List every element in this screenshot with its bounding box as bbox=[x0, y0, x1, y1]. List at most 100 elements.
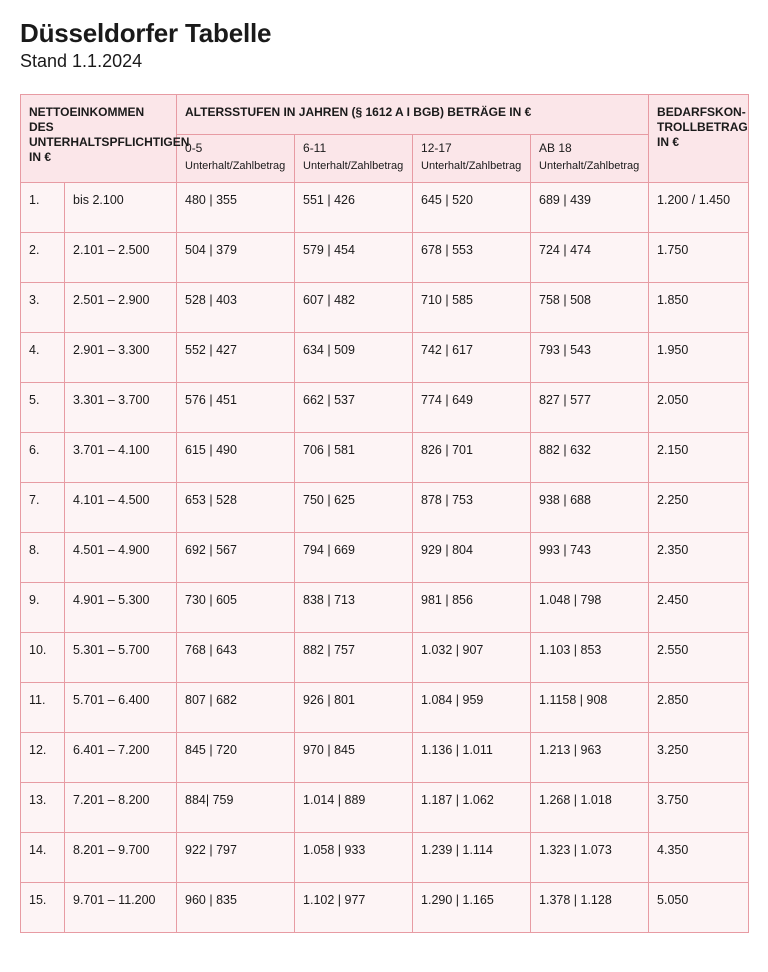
table-row: 2.2.101 – 2.500504 | 379579 | 454678 | 5… bbox=[21, 232, 749, 282]
cell-n: 14. bbox=[21, 832, 65, 882]
cell-b: 706 | 581 bbox=[295, 432, 413, 482]
cell-n: 13. bbox=[21, 782, 65, 832]
cell-c: 1.032 | 907 bbox=[413, 632, 531, 682]
table-row: 12.6.401 – 7.200845 | 720970 | 8451.136 … bbox=[21, 732, 749, 782]
table-body: 1.bis 2.100480 | 355551 | 426645 | 52068… bbox=[21, 182, 749, 932]
cell-n: 11. bbox=[21, 682, 65, 732]
table-row: 3.2.501 – 2.900528 | 403607 | 482710 | 5… bbox=[21, 282, 749, 332]
cell-b: 634 | 509 bbox=[295, 332, 413, 382]
table-row: 1.bis 2.100480 | 355551 | 426645 | 52068… bbox=[21, 182, 749, 232]
table-row: 6.3.701 – 4.100615 | 490706 | 581826 | 7… bbox=[21, 432, 749, 482]
cell-d: 1.268 | 1.018 bbox=[531, 782, 649, 832]
header-age-18plus: AB 18 Unterhalt/Zahlbetrag bbox=[531, 135, 649, 183]
table-row: 11.5.701 – 6.400807 | 682926 | 8011.084 … bbox=[21, 682, 749, 732]
cell-ctrl: 2.050 bbox=[649, 382, 749, 432]
cell-c: 1.187 | 1.062 bbox=[413, 782, 531, 832]
cell-a: 504 | 379 bbox=[177, 232, 295, 282]
cell-c: 774 | 649 bbox=[413, 382, 531, 432]
cell-a: 576 | 451 bbox=[177, 382, 295, 432]
cell-income: 9.701 – 11.200 bbox=[65, 882, 177, 932]
cell-b: 970 | 845 bbox=[295, 732, 413, 782]
cell-d: 882 | 632 bbox=[531, 432, 649, 482]
cell-d: 758 | 508 bbox=[531, 282, 649, 332]
cell-a: 692 | 567 bbox=[177, 532, 295, 582]
cell-c: 878 | 753 bbox=[413, 482, 531, 532]
cell-b: 750 | 625 bbox=[295, 482, 413, 532]
cell-a: 653 | 528 bbox=[177, 482, 295, 532]
cell-n: 5. bbox=[21, 382, 65, 432]
cell-b: 1.102 | 977 bbox=[295, 882, 413, 932]
cell-a: 768 | 643 bbox=[177, 632, 295, 682]
cell-ctrl: 2.850 bbox=[649, 682, 749, 732]
cell-ctrl: 2.450 bbox=[649, 582, 749, 632]
cell-income: 8.201 – 9.700 bbox=[65, 832, 177, 882]
cell-a: 845 | 720 bbox=[177, 732, 295, 782]
cell-income: 2.901 – 3.300 bbox=[65, 332, 177, 382]
cell-b: 1.058 | 933 bbox=[295, 832, 413, 882]
cell-n: 3. bbox=[21, 282, 65, 332]
cell-income: 3.701 – 4.100 bbox=[65, 432, 177, 482]
cell-b: 926 | 801 bbox=[295, 682, 413, 732]
cell-n: 12. bbox=[21, 732, 65, 782]
cell-b: 794 | 669 bbox=[295, 532, 413, 582]
table-row: 7.4.101 – 4.500653 | 528750 | 625878 | 7… bbox=[21, 482, 749, 532]
cell-ctrl: 1.850 bbox=[649, 282, 749, 332]
cell-a: 730 | 605 bbox=[177, 582, 295, 632]
cell-a: 807 | 682 bbox=[177, 682, 295, 732]
table-row: 4.2.901 – 3.300552 | 427634 | 509742 | 6… bbox=[21, 332, 749, 382]
cell-ctrl: 2.250 bbox=[649, 482, 749, 532]
cell-ctrl: 3.750 bbox=[649, 782, 749, 832]
cell-d: 1.213 | 963 bbox=[531, 732, 649, 782]
cell-d: 724 | 474 bbox=[531, 232, 649, 282]
header-control: BEDARFSKON-TROLLBETRAG IN € bbox=[649, 95, 749, 183]
cell-income: 4.901 – 5.300 bbox=[65, 582, 177, 632]
header-income: NETTOEINKOMMEN DES UNTERHALTSPFLICHTIGEN… bbox=[21, 95, 177, 183]
header-age-12-17: 12-17 Unterhalt/Zahlbetrag bbox=[413, 135, 531, 183]
cell-income: bis 2.100 bbox=[65, 182, 177, 232]
cell-a: 528 | 403 bbox=[177, 282, 295, 332]
cell-n: 9. bbox=[21, 582, 65, 632]
table-row: 10.5.301 – 5.700768 | 643882 | 7571.032 … bbox=[21, 632, 749, 682]
cell-d: 1.378 | 1.128 bbox=[531, 882, 649, 932]
cell-income: 3.301 – 3.700 bbox=[65, 382, 177, 432]
cell-c: 1.084 | 959 bbox=[413, 682, 531, 732]
cell-c: 929 | 804 bbox=[413, 532, 531, 582]
page-title: Düsseldorfer Tabelle bbox=[20, 18, 748, 49]
cell-ctrl: 2.350 bbox=[649, 532, 749, 582]
cell-ctrl: 1.200 / 1.450 bbox=[649, 182, 749, 232]
cell-a: 960 | 835 bbox=[177, 882, 295, 932]
cell-c: 826 | 701 bbox=[413, 432, 531, 482]
cell-ctrl: 2.550 bbox=[649, 632, 749, 682]
cell-income: 7.201 – 8.200 bbox=[65, 782, 177, 832]
header-agelevels: ALTERSSTUFEN IN JAHREN (§ 1612 A I BGB) … bbox=[177, 95, 649, 135]
cell-ctrl: 4.350 bbox=[649, 832, 749, 882]
cell-income: 4.101 – 4.500 bbox=[65, 482, 177, 532]
cell-ctrl: 5.050 bbox=[649, 882, 749, 932]
cell-income: 6.401 – 7.200 bbox=[65, 732, 177, 782]
cell-c: 1.136 | 1.011 bbox=[413, 732, 531, 782]
cell-d: 1.103 | 853 bbox=[531, 632, 649, 682]
duesseldorf-table: NETTOEINKOMMEN DES UNTERHALTSPFLICHTIGEN… bbox=[20, 94, 749, 933]
cell-ctrl: 1.750 bbox=[649, 232, 749, 282]
cell-c: 981 | 856 bbox=[413, 582, 531, 632]
cell-d: 689 | 439 bbox=[531, 182, 649, 232]
cell-ctrl: 1.950 bbox=[649, 332, 749, 382]
cell-n: 1. bbox=[21, 182, 65, 232]
cell-b: 579 | 454 bbox=[295, 232, 413, 282]
cell-d: 1.323 | 1.073 bbox=[531, 832, 649, 882]
cell-ctrl: 2.150 bbox=[649, 432, 749, 482]
cell-n: 10. bbox=[21, 632, 65, 682]
cell-b: 607 | 482 bbox=[295, 282, 413, 332]
cell-income: 2.101 – 2.500 bbox=[65, 232, 177, 282]
cell-a: 552 | 427 bbox=[177, 332, 295, 382]
table-row: 9.4.901 – 5.300730 | 605838 | 713981 | 8… bbox=[21, 582, 749, 632]
cell-c: 1.290 | 1.165 bbox=[413, 882, 531, 932]
cell-income: 5.701 – 6.400 bbox=[65, 682, 177, 732]
cell-ctrl: 3.250 bbox=[649, 732, 749, 782]
page-subtitle: Stand 1.1.2024 bbox=[20, 51, 748, 72]
cell-n: 15. bbox=[21, 882, 65, 932]
table-row: 8.4.501 – 4.900692 | 567794 | 669929 | 8… bbox=[21, 532, 749, 582]
cell-c: 678 | 553 bbox=[413, 232, 531, 282]
cell-d: 793 | 543 bbox=[531, 332, 649, 382]
cell-d: 938 | 688 bbox=[531, 482, 649, 532]
